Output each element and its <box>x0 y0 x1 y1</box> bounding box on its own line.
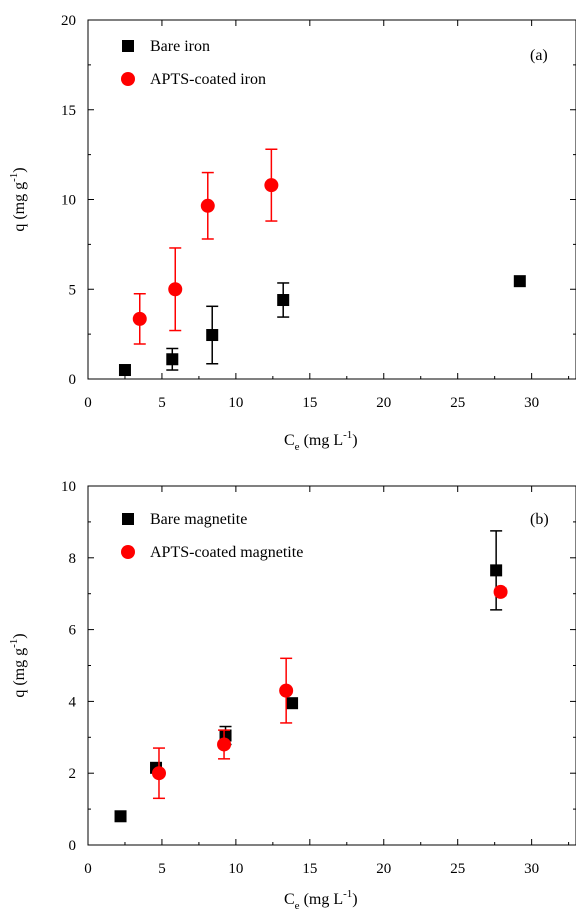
y-tick-label: 0 <box>69 372 77 388</box>
x-tick-label: 10 <box>228 861 243 877</box>
y-tick-label: 15 <box>61 103 76 119</box>
data-point-square <box>513 275 526 288</box>
x-axis-label: Ce (mg L-1) <box>284 429 358 453</box>
data-point-square <box>490 564 503 577</box>
data-point-circle <box>200 198 215 213</box>
x-axis-label: Ce (mg L-1) <box>284 888 358 912</box>
legend-label: Bare iron <box>150 38 210 55</box>
data-point-circle <box>264 178 279 193</box>
legend-marker-circle <box>121 545 135 559</box>
data-point-circle <box>168 282 183 297</box>
y-tick-label: 20 <box>61 13 76 29</box>
panel-b-chart: 0 5 10 15 20 25 30 0 2 4 6 8 10 Ce (mg L-1) q (mg g-1)… <box>8 479 576 912</box>
y-tick-label: 2 <box>69 766 77 782</box>
series-coated <box>151 584 508 800</box>
data-point-circle <box>493 584 508 599</box>
x-tick-label: 5 <box>158 861 166 877</box>
y-tick-label: 6 <box>69 623 77 639</box>
data-point-square <box>206 329 219 342</box>
panel-a-chart: 0 5 10 15 20 25 30 0 5 10 15 20 Ce (mg L-1) q (mg g-1… <box>8 13 576 453</box>
data-point-square <box>118 364 131 377</box>
data-point-circle <box>132 311 147 326</box>
legend-label: APTS-coated magnetite <box>150 544 303 561</box>
series-coated <box>132 148 279 345</box>
x-tick-label: 25 <box>450 395 465 411</box>
x-tick-label: 15 <box>302 861 317 877</box>
x-tick-label: 20 <box>376 395 391 411</box>
y-tick-label: 8 <box>69 551 77 567</box>
series-bare <box>118 275 526 377</box>
legend-label: Bare magnetite <box>150 511 247 528</box>
y-tick-label: 4 <box>69 694 77 710</box>
data-point-circle <box>279 683 294 698</box>
data-point-square <box>277 294 290 307</box>
series-bare <box>114 530 503 823</box>
y-tick-label: 0 <box>69 838 77 854</box>
legend-marker-square <box>122 40 134 52</box>
y-axis-label: q (mg g-1) <box>8 167 28 231</box>
legend-label: APTS-coated iron <box>150 71 266 88</box>
x-tick-label: 5 <box>158 395 166 411</box>
y-tick-label: 10 <box>61 193 76 209</box>
y-tick-label: 10 <box>61 479 76 495</box>
x-tick-label: 0 <box>84 395 92 411</box>
plot-frame <box>87 485 576 846</box>
data-point-circle <box>217 737 232 752</box>
panel-label: (a) <box>530 47 548 64</box>
data-point-circle <box>151 766 166 781</box>
data-point-square <box>286 697 299 710</box>
x-tick-label: 20 <box>376 861 391 877</box>
x-tick-label: 0 <box>84 861 92 877</box>
data-point-square <box>114 810 127 823</box>
panel-label: (b) <box>530 511 549 528</box>
y-tick-label: 5 <box>69 282 77 298</box>
y-axis-label: q (mg g-1) <box>8 633 28 697</box>
x-tick-label: 10 <box>228 395 243 411</box>
data-point-square <box>166 353 179 366</box>
x-tick-label: 30 <box>524 395 539 411</box>
x-tick-label: 25 <box>450 861 465 877</box>
x-tick-label: 15 <box>302 395 317 411</box>
legend-marker-square <box>122 513 134 525</box>
x-tick-label: 30 <box>524 861 539 877</box>
legend-marker-circle <box>121 72 135 86</box>
